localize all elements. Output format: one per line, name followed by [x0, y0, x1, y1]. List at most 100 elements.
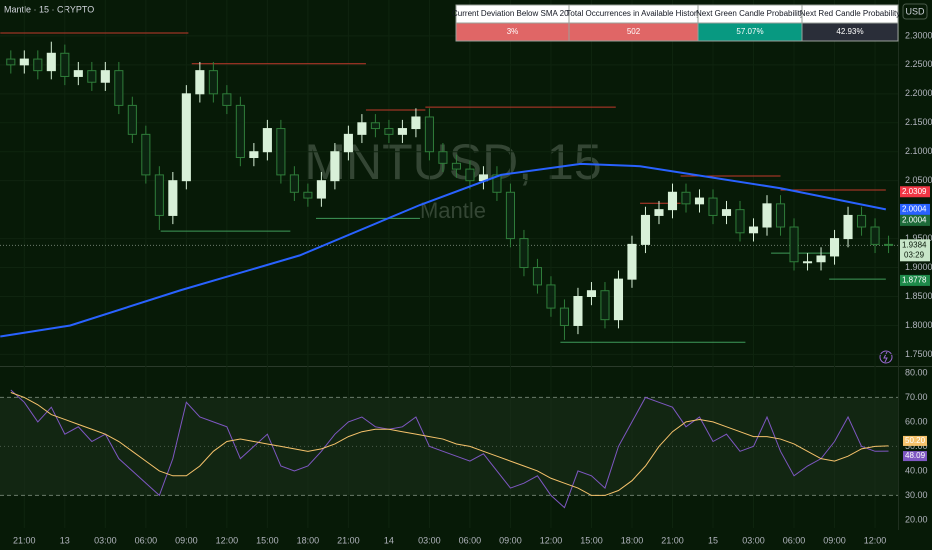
candle-body	[586, 290, 597, 298]
table-header: Total Occurrences in Available History	[566, 9, 700, 18]
y-tick-label: 2.2000	[905, 88, 932, 98]
candle-body	[532, 267, 543, 286]
candle-body	[465, 168, 475, 182]
candle-body	[748, 226, 759, 234]
candle-body	[492, 174, 502, 193]
price-label: 2.0309	[902, 187, 927, 196]
candle-body	[411, 116, 421, 130]
candle-body	[600, 290, 610, 321]
price-label-box	[900, 186, 930, 198]
y-tick-label: 80.00	[905, 367, 928, 377]
candle-body	[303, 191, 313, 199]
candle-body	[343, 133, 353, 153]
candle-body	[19, 58, 29, 66]
watermark-sub: Mantle	[420, 198, 486, 223]
candle-body	[249, 151, 259, 159]
x-tick-label: 09:00	[499, 535, 522, 545]
table-header: Next Green Candle Probability	[696, 9, 804, 18]
candle-body	[262, 128, 272, 153]
y-tick-label: 1.7500	[905, 349, 932, 359]
candle-body	[883, 243, 894, 246]
x-tick-label: 03:00	[94, 535, 117, 545]
current-price-box	[900, 239, 930, 262]
candle-body	[276, 128, 286, 176]
candle-body	[546, 284, 556, 309]
y-tick-label: 1.8500	[905, 291, 932, 301]
x-tick-label: 09:00	[823, 535, 846, 545]
x-tick-label: 14	[384, 535, 394, 545]
rsi-last-label: 50.20	[905, 436, 926, 445]
y-tick-label: 2.3000	[905, 30, 932, 40]
y-tick-label: 40.00	[905, 465, 928, 475]
candle-body	[330, 151, 340, 182]
candle-body	[316, 180, 326, 199]
table-value-cell	[801, 22, 899, 42]
y-tick-label: 70.00	[905, 392, 928, 402]
table-header: Current Deviation Below SMA 200	[452, 9, 574, 18]
alert-bolt	[883, 351, 888, 363]
currency-button[interactable]	[902, 3, 928, 20]
y-tick-label: 2.1000	[905, 146, 932, 156]
candle-body	[100, 70, 110, 83]
x-tick-label: 12:00	[216, 535, 239, 545]
y-tick-label: 30.00	[905, 490, 928, 500]
candle-body	[559, 307, 570, 326]
candle-body	[816, 255, 826, 263]
y-tick-label: 1.9000	[905, 262, 932, 272]
x-tick-label: 12:00	[540, 535, 563, 545]
x-tick-label: 15:00	[580, 535, 603, 545]
candle-body	[789, 226, 799, 263]
x-tick-label: 21:00	[661, 535, 684, 545]
candle-body	[829, 238, 840, 257]
x-tick-label: 21:00	[13, 535, 36, 545]
x-tick-label: 12:00	[864, 535, 887, 545]
alert-icon[interactable]	[879, 350, 893, 364]
symbol-title: Mantle · 15 · CRYPTO	[4, 4, 94, 14]
x-tick-label: 06:00	[459, 535, 482, 545]
sma-line	[0, 162, 887, 338]
x-tick-label: 03:00	[418, 535, 441, 545]
candle-body	[654, 209, 664, 216]
candle-body	[424, 116, 434, 153]
y-tick-label: 1.8000	[905, 320, 932, 330]
candle-body	[195, 70, 205, 95]
rsi-label-box	[903, 435, 927, 446]
y-tick-label: 2.2500	[905, 59, 932, 69]
y-tick-label: 2.1500	[905, 117, 932, 127]
candle-body	[721, 209, 732, 216]
candle-body	[397, 128, 407, 135]
candle-body	[168, 180, 178, 216]
candle-body	[114, 70, 124, 106]
candle-body	[802, 261, 813, 264]
candle-body	[154, 174, 164, 216]
x-tick-label: 18:00	[621, 535, 644, 545]
candle-body	[694, 197, 705, 205]
currency-label[interactable]: USD	[905, 6, 925, 16]
candle-body	[843, 214, 853, 240]
y-tick-label: 1.9500	[905, 233, 932, 243]
table-value: 57.07%	[736, 27, 763, 36]
candle-body	[181, 93, 191, 182]
candle-body	[451, 162, 461, 170]
table-header: Next Red Candle Probability	[800, 9, 901, 18]
rsi-line	[10, 389, 889, 509]
candle-body	[222, 93, 232, 106]
y-tick-label: 60.00	[905, 416, 928, 426]
table-value: 42.93%	[836, 27, 863, 36]
x-tick-label: 03:00	[742, 535, 765, 545]
candle-body	[438, 151, 448, 164]
candle-body	[708, 197, 718, 216]
table-value: 502	[627, 27, 641, 36]
rsi-last-label: 48.09	[905, 451, 926, 460]
rsi-line	[10, 392, 889, 496]
candle-body	[289, 174, 299, 193]
candle-body	[856, 214, 867, 228]
candle-body	[627, 243, 637, 280]
price-label: 2.0004	[902, 205, 927, 214]
x-tick-label: 09:00	[175, 535, 198, 545]
candle-body	[87, 70, 97, 83]
candle-body	[235, 104, 245, 159]
candle-body	[640, 214, 651, 245]
countdown: 03:29	[904, 250, 925, 259]
